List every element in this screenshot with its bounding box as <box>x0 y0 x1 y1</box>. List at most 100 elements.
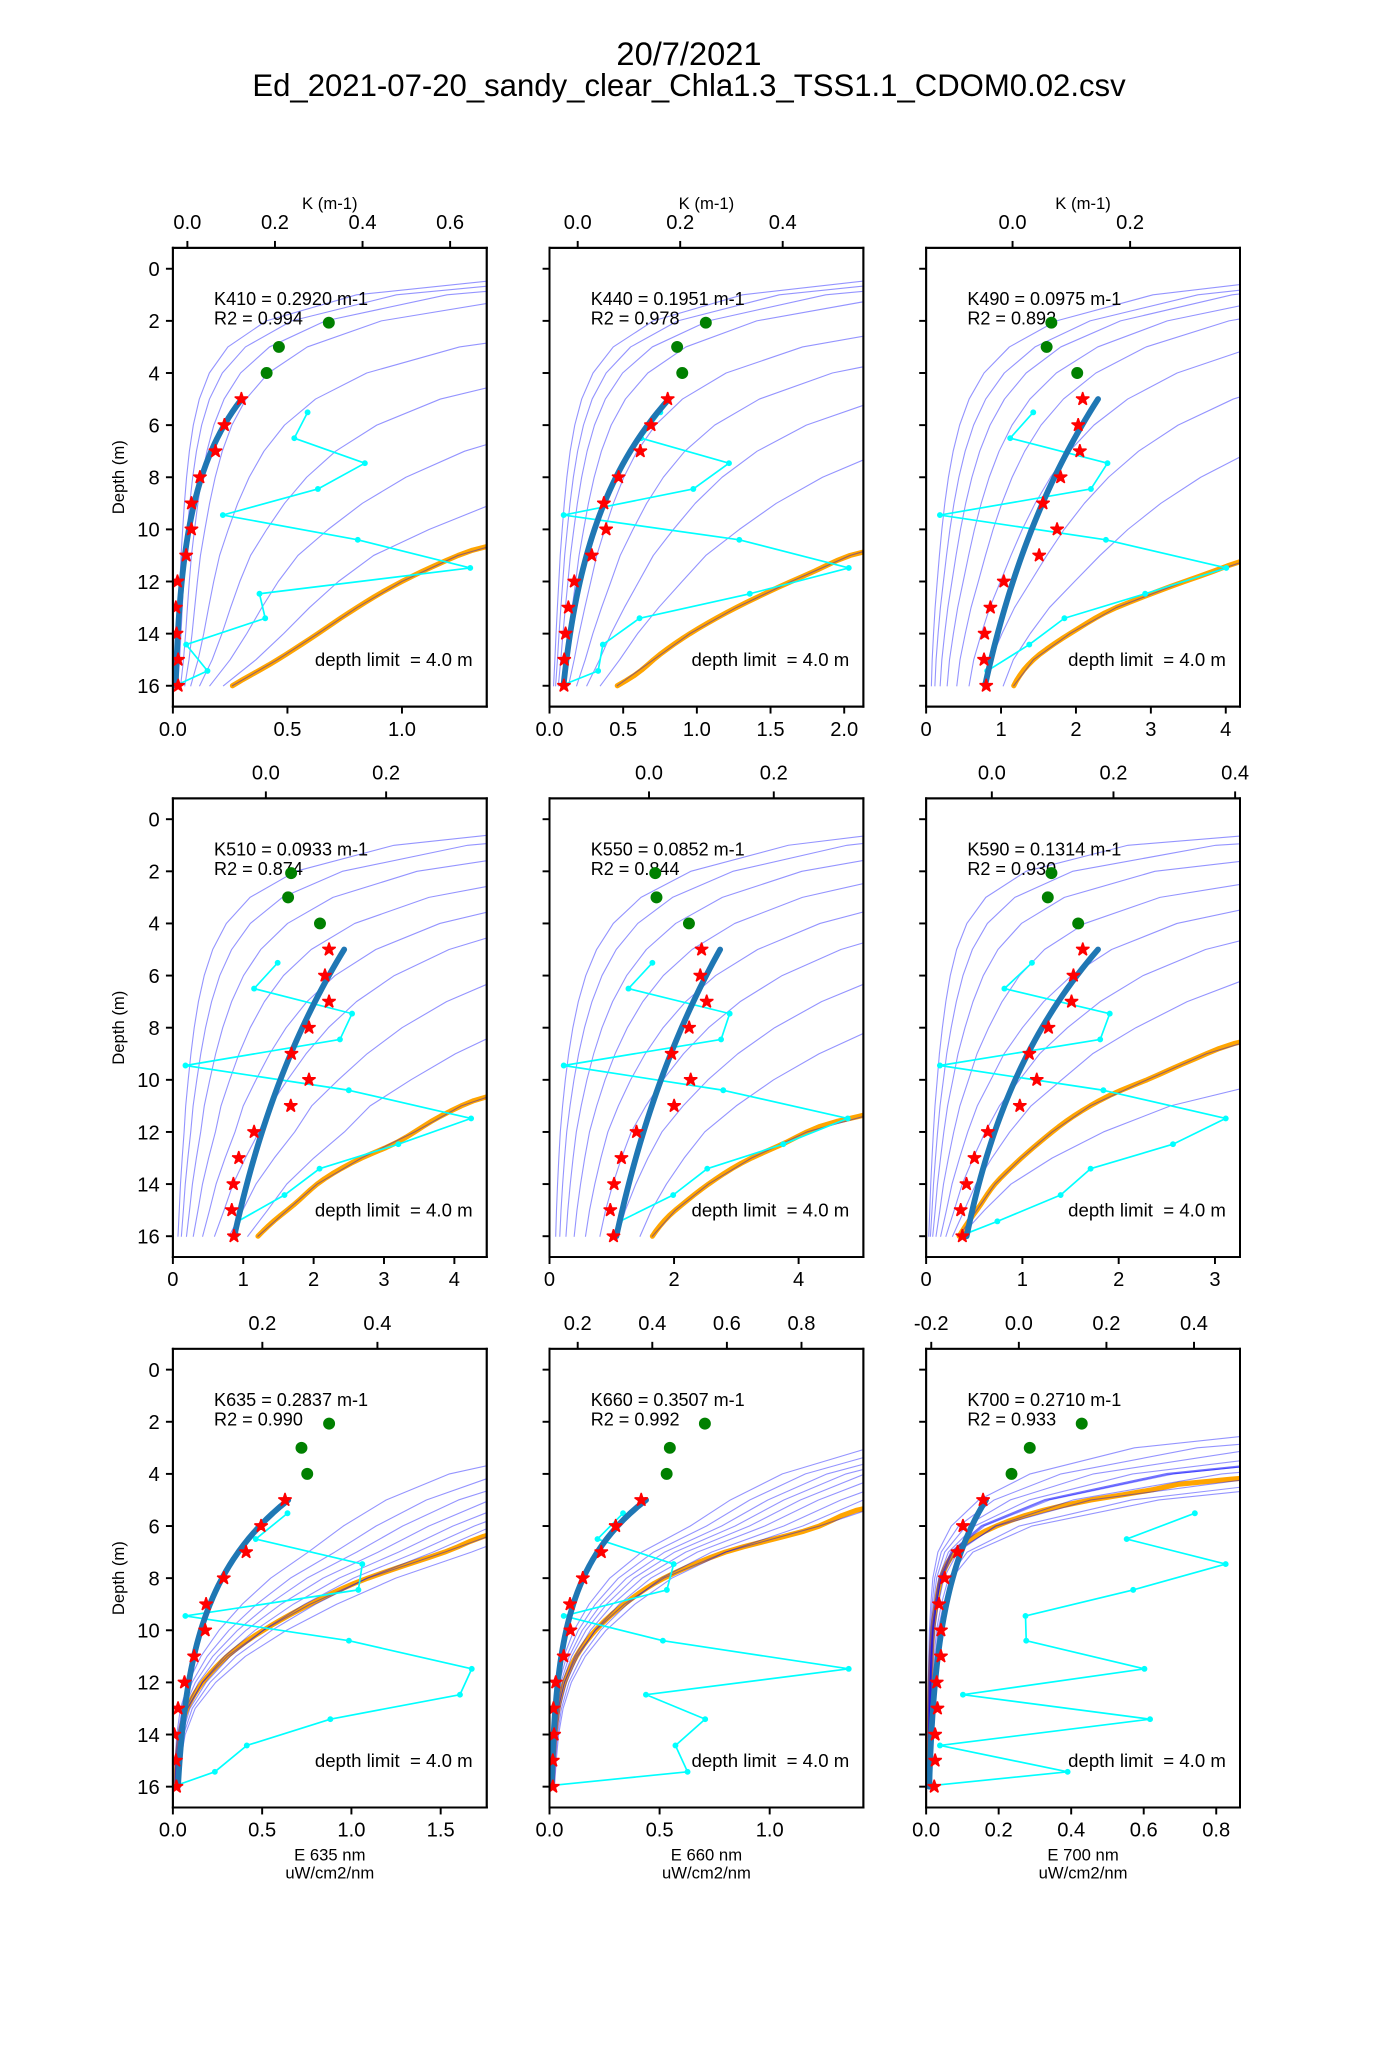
svg-text:4: 4 <box>449 1269 460 1291</box>
svg-text:Depth (m): Depth (m) <box>109 1541 128 1615</box>
svg-text:2: 2 <box>1113 1269 1124 1291</box>
svg-text:1.0: 1.0 <box>337 1820 365 1842</box>
svg-text:0: 0 <box>148 1360 159 1382</box>
svg-text:R2 = 0.992: R2 = 0.992 <box>591 1410 680 1430</box>
svg-text:8: 8 <box>148 468 159 490</box>
svg-text:R2 = 0.978: R2 = 0.978 <box>591 309 680 329</box>
svg-text:4: 4 <box>148 914 159 936</box>
svg-text:Depth (m): Depth (m) <box>109 991 128 1065</box>
svg-text:12: 12 <box>137 1673 159 1695</box>
svg-text:0.0: 0.0 <box>159 1820 187 1842</box>
svg-text:K590 = 0.1314 m-1: K590 = 0.1314 m-1 <box>967 840 1121 860</box>
svg-text:0.2: 0.2 <box>985 1820 1013 1842</box>
svg-text:0.2: 0.2 <box>261 212 289 234</box>
svg-text:0.6: 0.6 <box>436 212 464 234</box>
svg-text:depth limit = 4.0 m: depth limit = 4.0 m <box>315 1199 473 1220</box>
svg-text:0.0: 0.0 <box>536 1820 564 1842</box>
svg-text:6: 6 <box>148 415 159 437</box>
svg-text:K550 = 0.0852 m-1: K550 = 0.0852 m-1 <box>591 840 745 860</box>
svg-text:16: 16 <box>137 1777 159 1799</box>
svg-text:2: 2 <box>668 1269 679 1291</box>
svg-text:0.2: 0.2 <box>760 763 788 785</box>
svg-text:0.4: 0.4 <box>1057 1820 1085 1842</box>
svg-text:0.4: 0.4 <box>349 212 377 234</box>
svg-text:10: 10 <box>137 1070 159 1092</box>
svg-text:uW/cm2/nm: uW/cm2/nm <box>662 1863 751 1882</box>
svg-text:0.6: 0.6 <box>1130 1820 1158 1842</box>
svg-text:R2 = 0.874: R2 = 0.874 <box>214 859 303 879</box>
svg-text:2: 2 <box>148 1412 159 1434</box>
svg-text:4: 4 <box>1220 719 1231 741</box>
svg-text:K700 = 0.2710 m-1: K700 = 0.2710 m-1 <box>967 1390 1121 1410</box>
svg-text:0.4: 0.4 <box>638 1313 666 1335</box>
svg-text:R2 = 0.933: R2 = 0.933 <box>967 1410 1056 1430</box>
svg-text:1.5: 1.5 <box>427 1820 455 1842</box>
svg-text:0.2: 0.2 <box>1116 212 1144 234</box>
svg-text:K635 = 0.2837 m-1: K635 = 0.2837 m-1 <box>214 1390 368 1410</box>
svg-text:R2 = 0.930: R2 = 0.930 <box>967 859 1056 879</box>
svg-text:E 700 nm: E 700 nm <box>1047 1845 1118 1864</box>
svg-text:0.8: 0.8 <box>1202 1820 1230 1842</box>
svg-text:16: 16 <box>137 676 159 698</box>
svg-text:0.2: 0.2 <box>248 1313 276 1335</box>
svg-text:Ed_2021-07-20_sandy_clear_Chla: Ed_2021-07-20_sandy_clear_Chla1.3_TSS1.1… <box>252 68 1126 103</box>
svg-text:depth limit = 4.0 m: depth limit = 4.0 m <box>315 1750 473 1771</box>
svg-text:0.4: 0.4 <box>363 1313 391 1335</box>
svg-text:12: 12 <box>137 572 159 594</box>
svg-text:1.0: 1.0 <box>683 719 711 741</box>
svg-text:R2 = 0.990: R2 = 0.990 <box>214 1410 303 1430</box>
svg-text:10: 10 <box>137 520 159 542</box>
svg-text:0.8: 0.8 <box>787 1313 815 1335</box>
svg-text:16: 16 <box>137 1227 159 1249</box>
svg-text:0: 0 <box>921 1269 932 1291</box>
svg-text:0: 0 <box>148 259 159 281</box>
svg-text:4: 4 <box>148 1464 159 1486</box>
svg-text:K660 = 0.3507 m-1: K660 = 0.3507 m-1 <box>591 1390 745 1410</box>
svg-text:0: 0 <box>921 719 932 741</box>
svg-text:0.0: 0.0 <box>1005 1313 1033 1335</box>
svg-text:0.0: 0.0 <box>912 1820 940 1842</box>
svg-text:4: 4 <box>793 1269 804 1291</box>
svg-text:2.0: 2.0 <box>830 719 858 741</box>
svg-text:0.5: 0.5 <box>609 719 637 741</box>
svg-text:R2 = 0.994: R2 = 0.994 <box>214 309 303 329</box>
svg-text:1.0: 1.0 <box>756 1820 784 1842</box>
svg-text:1.0: 1.0 <box>388 719 416 741</box>
svg-text:0.0: 0.0 <box>635 763 663 785</box>
svg-text:0.4: 0.4 <box>769 212 797 234</box>
svg-text:0: 0 <box>167 1269 178 1291</box>
svg-text:-0.2: -0.2 <box>914 1313 949 1335</box>
svg-text:0.2: 0.2 <box>666 212 694 234</box>
svg-text:0.0: 0.0 <box>536 719 564 741</box>
svg-text:2: 2 <box>1070 719 1081 741</box>
svg-text:0.0: 0.0 <box>159 719 187 741</box>
svg-text:2: 2 <box>148 311 159 333</box>
svg-text:3: 3 <box>1209 1269 1220 1291</box>
svg-text:6: 6 <box>148 966 159 988</box>
svg-text:0.0: 0.0 <box>252 763 280 785</box>
svg-text:depth limit = 4.0 m: depth limit = 4.0 m <box>691 649 849 670</box>
svg-text:depth limit = 4.0 m: depth limit = 4.0 m <box>315 649 473 670</box>
svg-text:0.4: 0.4 <box>1221 763 1249 785</box>
svg-text:14: 14 <box>137 624 159 646</box>
svg-text:1.5: 1.5 <box>757 719 785 741</box>
svg-text:E 660 nm: E 660 nm <box>671 1845 742 1864</box>
svg-text:Depth (m): Depth (m) <box>109 440 128 514</box>
svg-text:6: 6 <box>148 1516 159 1538</box>
svg-text:0.0: 0.0 <box>978 763 1006 785</box>
svg-text:uW/cm2/nm: uW/cm2/nm <box>285 1863 374 1882</box>
svg-text:R2 = 0.844: R2 = 0.844 <box>591 859 680 879</box>
svg-text:12: 12 <box>137 1122 159 1144</box>
svg-text:0.4: 0.4 <box>1180 1313 1208 1335</box>
svg-text:10: 10 <box>137 1621 159 1643</box>
svg-text:4: 4 <box>148 363 159 385</box>
svg-text:0.5: 0.5 <box>273 719 301 741</box>
svg-text:depth limit = 4.0 m: depth limit = 4.0 m <box>1068 1750 1226 1771</box>
svg-text:20/7/2021: 20/7/2021 <box>616 35 761 72</box>
svg-text:0: 0 <box>148 809 159 831</box>
svg-text:R2 = 0.892: R2 = 0.892 <box>967 309 1056 329</box>
svg-text:0.2: 0.2 <box>1092 1313 1120 1335</box>
svg-text:0.0: 0.0 <box>173 212 201 234</box>
svg-text:0.2: 0.2 <box>564 1313 592 1335</box>
svg-text:depth limit = 4.0 m: depth limit = 4.0 m <box>1068 649 1226 670</box>
